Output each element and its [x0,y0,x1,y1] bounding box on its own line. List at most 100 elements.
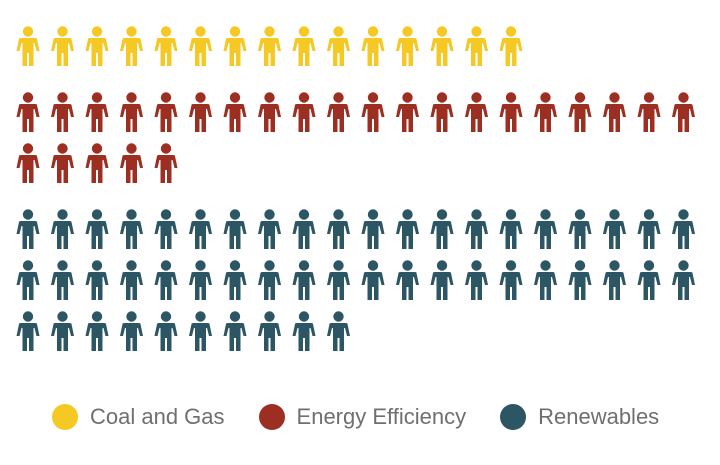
person-icon [120,311,143,351]
person-icon [361,26,385,66]
legend-label-energy-efficiency: Energy Efficiency [296,404,467,429]
person-icon [465,92,488,132]
person-icon [223,26,247,66]
person-icon [637,260,661,300]
person-icon [292,209,316,249]
person-icon [51,26,74,66]
person-icon [361,209,385,249]
person-icon [568,209,592,249]
person-icon [189,92,212,132]
person-icon [327,26,350,66]
person-icon [258,92,281,132]
person-icon [499,26,523,66]
person-icon [672,260,695,300]
person-icon [51,311,74,351]
person-icon [189,26,212,66]
person-icon [258,260,281,300]
person-icon [120,209,143,249]
person-icon [16,26,40,66]
person-icon [637,92,661,132]
person-icon [189,311,212,351]
person-icon [85,143,109,183]
person-icon [51,143,74,183]
series-renewables [16,209,695,351]
person-icon [430,209,454,249]
person-icon [603,260,626,300]
person-icon [85,260,109,300]
person-icon [672,209,695,249]
person-icon [465,26,488,66]
person-icon [258,26,281,66]
legend-item-coal-and-gas: Coal and Gas [52,404,225,430]
legend-swatch-coal-and-gas [52,404,78,430]
person-icon [16,92,40,132]
person-icon [223,260,247,300]
person-icon [534,92,557,132]
series-coal-and-gas [16,26,523,66]
person-icon [292,311,316,351]
person-icon [154,92,178,132]
person-icon [189,209,212,249]
person-icon [51,92,74,132]
person-icon [223,209,247,249]
person-icon [327,260,350,300]
legend-swatch-renewables [500,404,527,430]
person-icon [499,260,523,300]
person-icon [396,26,419,66]
person-icon [292,92,316,132]
person-icon [16,260,40,300]
person-icon [430,26,454,66]
person-icon [534,260,557,300]
person-icon [603,209,626,249]
person-icon [361,260,385,300]
person-icon [120,260,143,300]
legend-label-renewables: Renewables [538,404,660,429]
legend-swatch-energy-efficiency [258,404,285,430]
icons-layer [16,26,695,351]
person-icon [361,92,385,132]
person-icon [154,209,178,249]
person-icon [465,260,488,300]
person-icon [51,209,74,249]
person-icon [154,311,178,351]
person-icon [637,209,661,249]
person-icon [499,209,523,249]
person-icon [85,92,109,132]
person-icon [396,209,419,249]
legend-item-energy-efficiency: Energy Efficiency [258,404,467,430]
person-icon [120,26,143,66]
person-icon [189,260,212,300]
person-icon [258,311,281,351]
person-icon [327,92,350,132]
person-icon [223,92,247,132]
person-icon [51,260,74,300]
person-icon [85,311,109,351]
series-energy-efficiency [16,92,695,183]
legend-item-renewables: Renewables [500,404,659,430]
person-icon [672,92,695,132]
person-icon [568,92,592,132]
person-icon [85,26,109,66]
person-icon [258,209,281,249]
person-icon [292,26,316,66]
person-icon [16,311,40,351]
person-icon [430,260,454,300]
person-icon [568,260,592,300]
legend-label-coal-and-gas: Coal and Gas [90,404,225,429]
person-icon [430,92,454,132]
person-icon [154,143,178,183]
person-icon [327,311,350,351]
person-icon [85,209,109,249]
person-icon [499,92,523,132]
person-icon [16,209,40,249]
person-icon [327,209,350,249]
person-icon [396,92,419,132]
person-icon [465,209,488,249]
person-icon [534,209,557,249]
legend: Coal and Gas Energy Efficiency Renewable… [52,398,659,436]
person-icon [154,260,178,300]
person-icon [120,143,143,183]
person-icon [16,143,40,183]
